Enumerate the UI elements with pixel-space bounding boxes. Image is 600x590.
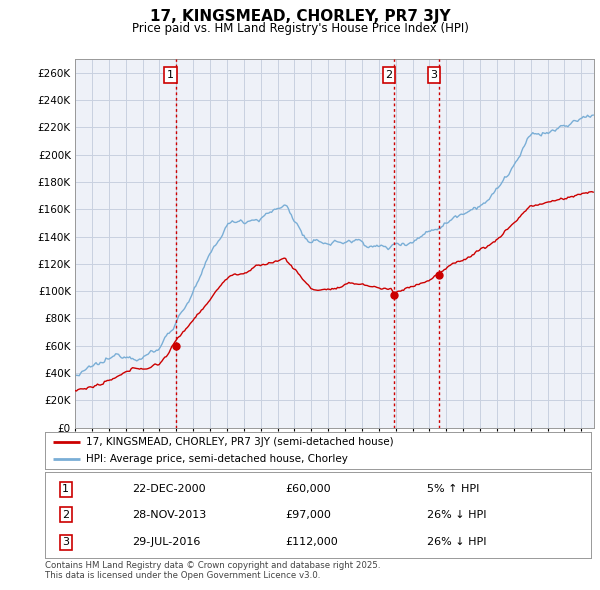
- Text: £112,000: £112,000: [285, 537, 338, 547]
- Text: 5% ↑ HPI: 5% ↑ HPI: [427, 484, 479, 494]
- Text: 28-NOV-2013: 28-NOV-2013: [133, 510, 206, 520]
- Text: Price paid vs. HM Land Registry's House Price Index (HPI): Price paid vs. HM Land Registry's House …: [131, 22, 469, 35]
- Text: 29-JUL-2016: 29-JUL-2016: [133, 537, 201, 547]
- Text: 1: 1: [167, 70, 174, 80]
- Text: £60,000: £60,000: [285, 484, 331, 494]
- Text: 2: 2: [386, 70, 392, 80]
- Text: 26% ↓ HPI: 26% ↓ HPI: [427, 537, 487, 547]
- Text: 26% ↓ HPI: 26% ↓ HPI: [427, 510, 487, 520]
- Text: 3: 3: [62, 537, 69, 547]
- Text: 22-DEC-2000: 22-DEC-2000: [133, 484, 206, 494]
- Text: 2: 2: [62, 510, 70, 520]
- Text: 17, KINGSMEAD, CHORLEY, PR7 3JY: 17, KINGSMEAD, CHORLEY, PR7 3JY: [149, 9, 451, 24]
- Text: HPI: Average price, semi-detached house, Chorley: HPI: Average price, semi-detached house,…: [86, 454, 348, 464]
- Text: 3: 3: [430, 70, 437, 80]
- Text: 1: 1: [62, 484, 69, 494]
- Text: Contains HM Land Registry data © Crown copyright and database right 2025.: Contains HM Land Registry data © Crown c…: [45, 560, 380, 569]
- Text: 17, KINGSMEAD, CHORLEY, PR7 3JY (semi-detached house): 17, KINGSMEAD, CHORLEY, PR7 3JY (semi-de…: [86, 437, 394, 447]
- Text: £97,000: £97,000: [285, 510, 331, 520]
- Text: This data is licensed under the Open Government Licence v3.0.: This data is licensed under the Open Gov…: [45, 571, 320, 580]
